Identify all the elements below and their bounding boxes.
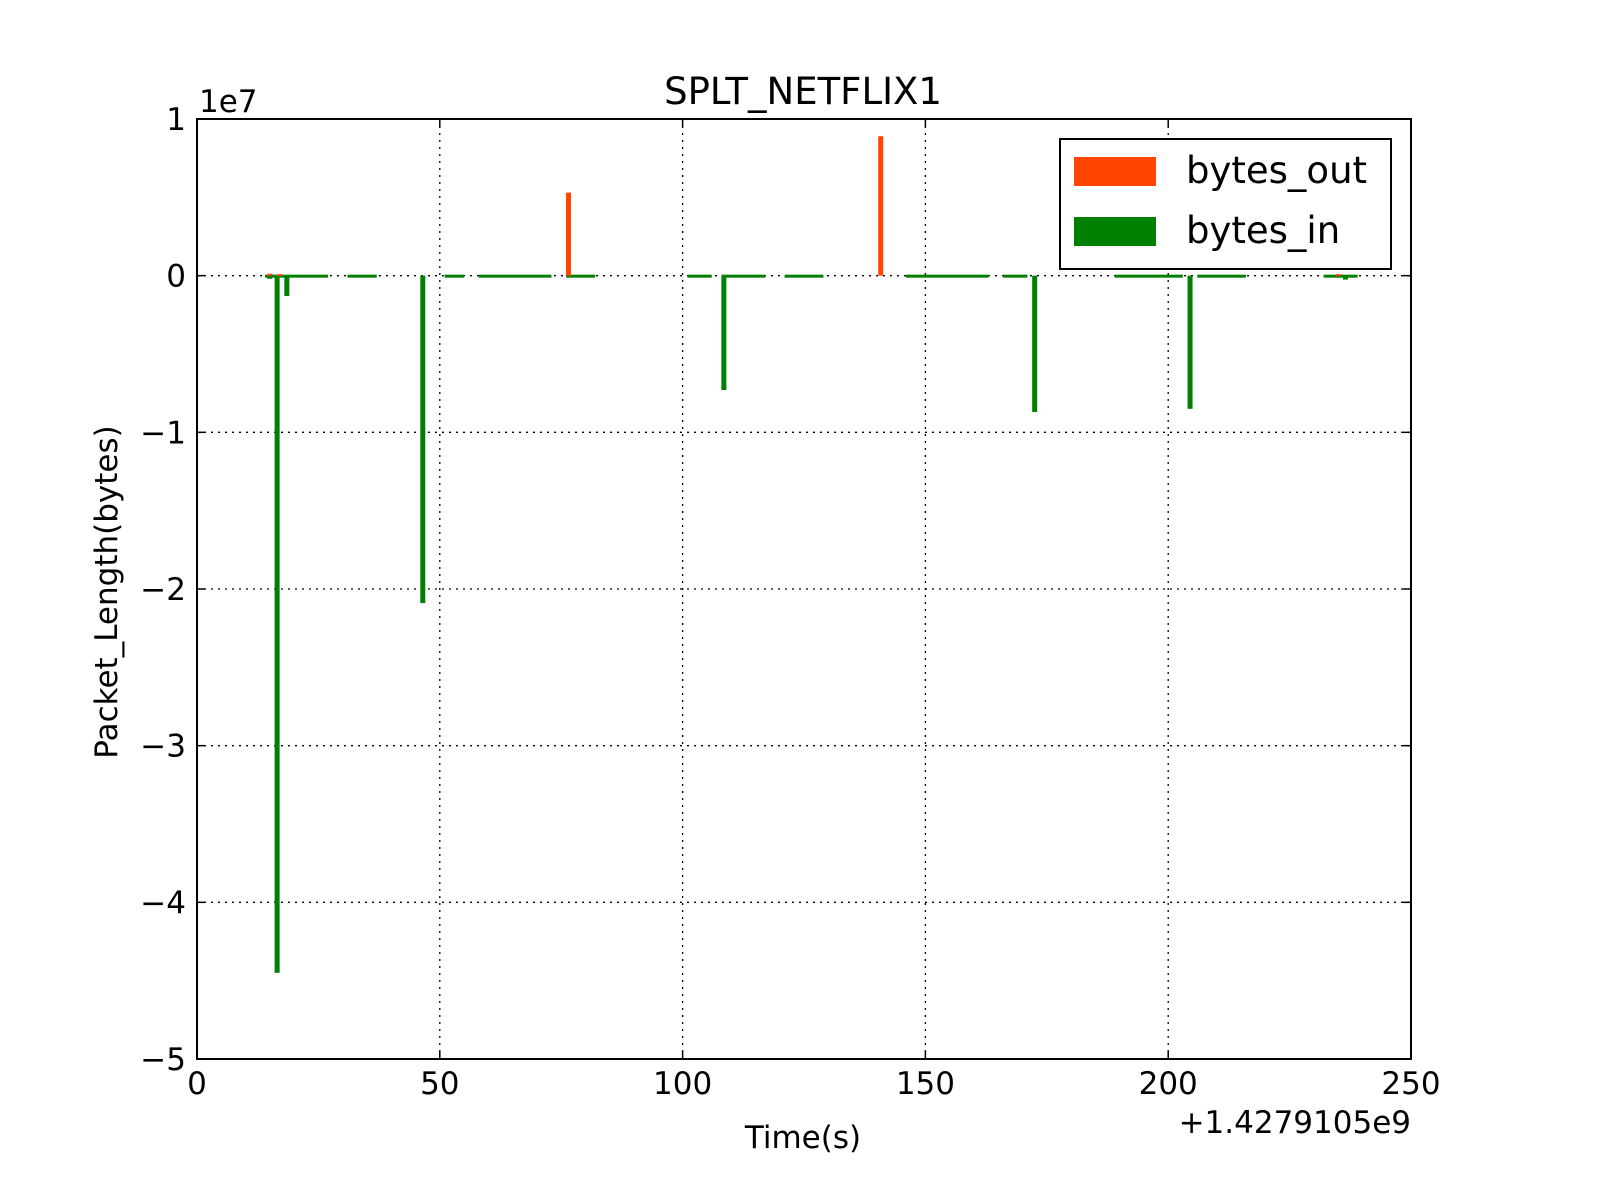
bar-bytes-in <box>274 275 280 973</box>
bar-small-packets <box>1197 274 1246 278</box>
y-tick-label: 0 <box>166 259 186 295</box>
y-tick-label: −3 <box>140 729 186 765</box>
bar-bytes-in <box>267 275 273 279</box>
x-tick-label: 50 <box>420 1066 459 1102</box>
bar-small-packets <box>784 274 824 278</box>
bar-bytes-out <box>878 136 884 276</box>
y-axis-label: Packet_Length(bytes) <box>89 425 125 758</box>
x-tick-label: 0 <box>187 1066 207 1102</box>
legend-label-bytes-out: bytes_out <box>1186 149 1367 192</box>
y-scale-label: 1e7 <box>199 84 258 120</box>
x-tick-label: 250 <box>1381 1066 1440 1102</box>
bar-bytes-in <box>1187 275 1193 409</box>
bars <box>264 136 1358 973</box>
grid <box>197 119 1411 1059</box>
chart-title: SPLT_NETFLIX1 <box>664 70 942 113</box>
bar-small-packets <box>566 274 596 278</box>
bar-small-packets <box>687 274 712 278</box>
bar-bytes-in <box>284 275 290 297</box>
bar-bytes-in <box>721 275 727 391</box>
bar-bytes-in <box>1032 275 1038 412</box>
bar-small-packets <box>1114 274 1183 278</box>
x-tick-label: 200 <box>1139 1066 1198 1102</box>
bar-bytes-in <box>1342 275 1348 280</box>
bar-small-packets <box>1323 274 1358 278</box>
x-offset-label: +1.4279105e9 <box>1179 1105 1411 1141</box>
legend-swatch-bytes-in <box>1074 217 1156 246</box>
y-tick-label: −5 <box>140 1042 186 1078</box>
bar-small-packets <box>264 274 329 278</box>
bar-small-packets <box>478 274 552 278</box>
bar-bytes-out <box>565 192 571 276</box>
bar-small-packets <box>905 274 989 278</box>
ticks: 0 50 100 150 200 250 1 0 −1 −2 −3 −4 −5 <box>140 102 1440 1102</box>
bar-small-packets <box>721 274 766 278</box>
x-tick-label: 100 <box>653 1066 712 1102</box>
bar-small-packets <box>347 274 377 278</box>
y-tick-label: −4 <box>140 885 186 921</box>
bar-small-packets <box>1003 274 1028 278</box>
x-tick-label: 150 <box>896 1066 955 1102</box>
legend-label-bytes-in: bytes_in <box>1186 209 1340 252</box>
legend: bytes_out bytes_in <box>1059 138 1392 270</box>
y-tick-label: −1 <box>140 415 186 451</box>
y-tick-label: −2 <box>140 572 186 608</box>
bar-bytes-out <box>267 273 273 276</box>
bar-bytes-in <box>420 275 426 604</box>
bar-bytes-out <box>277 274 283 277</box>
x-axis-label: Time(s) <box>744 1120 861 1156</box>
bar-bytes-out <box>1335 274 1341 277</box>
bar-small-packets <box>444 274 465 278</box>
legend-swatch-bytes-out <box>1074 157 1156 186</box>
y-tick-label: 1 <box>166 102 186 138</box>
